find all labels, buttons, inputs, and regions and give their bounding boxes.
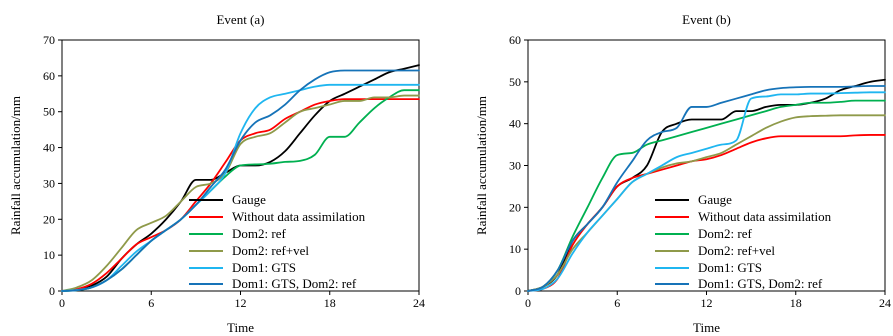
legend-item: Gauge (655, 192, 732, 207)
legend-label: Dom2: ref (232, 226, 286, 241)
y-tick-label: 30 (509, 159, 521, 173)
series-line-6 (61, 69, 420, 292)
series-line-3 (527, 99, 886, 292)
legend-item: Dom1: GTS (655, 260, 762, 275)
legend-label: Gauge (698, 192, 732, 207)
y-tick-label: 10 (43, 248, 55, 262)
chart-a: Event (a) 0 10 20 30 40 50 60 70 0 6 12 18 24 Time Rain… (8, 12, 425, 335)
x-tick-label: 0 (525, 296, 531, 310)
x-tick-label: 6 (148, 296, 154, 310)
y-tick-label: 60 (509, 33, 521, 47)
legend-item: Dom1: GTS (189, 260, 296, 275)
chart-title: Event (b) (682, 12, 731, 27)
legend-label: Dom1: GTS, Dom2: ref (232, 276, 357, 291)
legend: Gauge Without data assimilation Dom2: ref D… (189, 192, 366, 291)
y-axis-label: Rainfall accumulation/mm (8, 96, 23, 235)
legend-item: Dom1: GTS, Dom2: ref (189, 276, 357, 291)
y-tick-label: 50 (509, 75, 521, 89)
legend-label: Gauge (232, 192, 266, 207)
y-tick-label: 0 (515, 284, 521, 298)
legend-label: Dom2: ref+vel (232, 243, 309, 258)
y-tick-label: 50 (43, 105, 55, 119)
y-tick-label: 70 (43, 33, 55, 47)
y-tick-label: 20 (43, 212, 55, 226)
legend-item: Dom2: ref+vel (655, 243, 775, 258)
y-tick-label: 40 (43, 141, 55, 155)
y-tick-label: 30 (43, 176, 55, 190)
y-tick-label: 60 (43, 69, 55, 83)
legend-label: Without data assimilation (698, 209, 832, 224)
y-tick-label: 20 (509, 200, 521, 214)
legend-item: Dom2: ref (655, 226, 752, 241)
legend-item: Without data assimilation (655, 209, 832, 224)
x-tick-label: 24 (413, 296, 425, 310)
x-axis-label: Time (227, 320, 254, 335)
y-tick-label: 0 (49, 284, 55, 298)
legend-label: Dom1: GTS (698, 260, 762, 275)
x-tick-label: 0 (59, 296, 65, 310)
legend-label: Dom2: ref (698, 226, 752, 241)
legend-label: Without data assimilation (232, 209, 366, 224)
legend-label: Dom1: GTS, Dom2: ref (698, 276, 823, 291)
x-tick-label: 12 (701, 296, 713, 310)
series-line-5 (527, 91, 886, 292)
legend-item: Without data assimilation (189, 209, 366, 224)
legend-item: Dom1: GTS, Dom2: ref (655, 276, 823, 291)
legend-label: Dom1: GTS (232, 260, 296, 275)
x-tick-label: 18 (324, 296, 336, 310)
chart-title: Event (a) (216, 12, 264, 27)
legend-item: Gauge (189, 192, 266, 207)
x-tick-label: 24 (879, 296, 891, 310)
y-axis-label: Rainfall accumulation/mm (474, 96, 489, 235)
y-tick-label: 40 (509, 117, 521, 131)
chart-b: Event (b) 0 10 20 30 40 50 60 0 6 12 18 24 Time Rainfa… (474, 12, 891, 335)
legend: Gauge Without data assimilation Dom2: ref D… (655, 192, 832, 291)
series-line-5 (61, 83, 420, 292)
legend-item: Dom2: ref (189, 226, 286, 241)
y-tick-label: 10 (509, 242, 521, 256)
x-tick-label: 6 (614, 296, 620, 310)
series-line-6 (527, 85, 886, 292)
series-line-4 (61, 94, 420, 292)
legend-label: Dom2: ref+vel (698, 243, 775, 258)
x-tick-label: 18 (790, 296, 802, 310)
x-tick-label: 12 (235, 296, 247, 310)
x-axis-label: Time (693, 320, 720, 335)
legend-item: Dom2: ref+vel (189, 243, 309, 258)
